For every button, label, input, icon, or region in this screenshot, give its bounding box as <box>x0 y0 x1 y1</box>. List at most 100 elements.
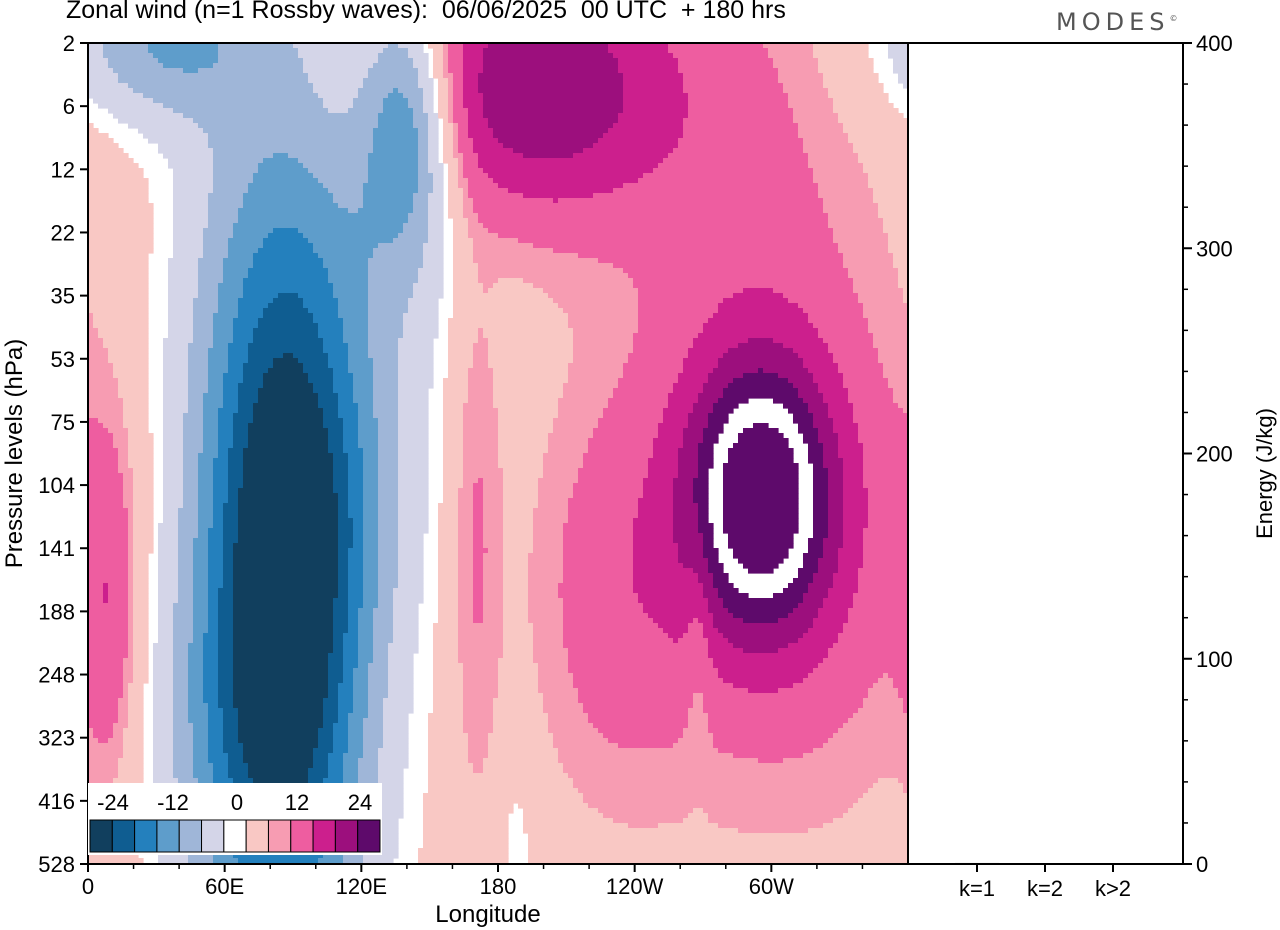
heatmap-cell <box>718 593 749 599</box>
heatmap-cell <box>338 508 349 514</box>
heatmap-cell <box>828 88 884 94</box>
heatmap-cell <box>798 128 844 134</box>
heatmap-cell <box>243 463 334 469</box>
heatmap-cell <box>463 448 499 454</box>
heatmap-cell <box>368 283 414 289</box>
heatmap-cell <box>823 198 874 204</box>
heatmap-cell <box>473 553 484 559</box>
heatmap-cell <box>448 98 454 104</box>
heatmap-cell <box>163 508 179 514</box>
heatmap-cell <box>158 553 179 559</box>
heatmap-cell <box>498 678 539 684</box>
heatmap-cell <box>428 138 439 144</box>
heatmap-cell <box>423 818 509 824</box>
heatmap-cell <box>208 538 224 544</box>
heatmap-cell <box>623 183 819 189</box>
heatmap-cell <box>443 478 464 484</box>
heatmap-cell <box>688 718 709 724</box>
heatmap-cell <box>213 488 229 494</box>
heatmap-cell <box>373 818 399 824</box>
heatmap-cell <box>243 203 339 209</box>
heatmap-cell <box>533 513 569 519</box>
heatmap-cell <box>713 613 734 619</box>
heatmap-cell <box>363 568 379 574</box>
heatmap-cell <box>878 208 908 214</box>
heatmap-cell <box>178 548 194 554</box>
heatmap-cell <box>843 488 869 494</box>
heatmap-cell <box>88 83 129 89</box>
heatmap-cell <box>413 58 429 64</box>
heatmap-cell <box>678 138 804 144</box>
heatmap-cell <box>858 568 908 574</box>
heatmap-cell <box>338 553 349 559</box>
heatmap-cell <box>88 663 124 669</box>
heatmap-cell <box>188 708 209 714</box>
heatmap-cell <box>398 528 429 534</box>
heatmap-cell <box>203 663 219 669</box>
heatmap-cell <box>188 378 209 384</box>
heatmap-cell <box>133 518 154 524</box>
heatmap-cell <box>573 333 634 339</box>
heatmap-cell <box>568 518 634 524</box>
heatmap-cell <box>118 448 129 454</box>
heatmap-cell <box>838 453 864 459</box>
heatmap-cell <box>348 488 364 494</box>
heatmap-cell <box>208 583 224 589</box>
heatmap-cell <box>788 613 819 619</box>
heatmap-cell <box>443 73 454 79</box>
heatmap-cell <box>233 568 339 574</box>
heatmap-cell <box>133 558 149 564</box>
heatmap-cell <box>208 568 224 574</box>
heatmap-cell <box>98 328 149 334</box>
heatmap-cell <box>868 688 899 694</box>
heatmap-cell <box>238 393 259 399</box>
heatmap-cell <box>868 183 908 189</box>
heatmap-cell <box>578 468 649 474</box>
heatmap-cell <box>493 368 569 374</box>
heatmap-cell <box>153 678 174 684</box>
heatmap-cell <box>403 223 429 229</box>
heatmap-cell <box>233 588 339 594</box>
heatmap-cell <box>398 363 434 369</box>
heatmap-cell <box>238 523 339 529</box>
heatmap-cell <box>708 728 839 734</box>
heatmap-cell <box>838 633 908 639</box>
heatmap-cell <box>408 218 429 224</box>
heatmap-cell <box>398 453 429 459</box>
heatmap-cell <box>398 463 429 469</box>
heatmap-cell <box>248 433 329 439</box>
heatmap-cell <box>233 423 249 429</box>
heatmap-cell <box>713 733 834 739</box>
heatmap-cell <box>158 858 189 864</box>
heatmap-cell <box>178 528 199 534</box>
heatmap-cell <box>828 528 844 534</box>
heatmap-cell <box>468 748 489 754</box>
heatmap-cell <box>568 368 624 374</box>
heatmap-cell <box>318 733 334 739</box>
heatmap-cell <box>208 733 224 739</box>
heatmap-cell <box>163 453 184 459</box>
heatmap-cell <box>218 643 234 649</box>
heatmap-cell <box>623 268 849 274</box>
heatmap-cell <box>358 423 379 429</box>
heatmap-cell <box>458 648 504 654</box>
heatmap-cell <box>888 43 908 49</box>
heatmap-cell <box>673 638 679 644</box>
heatmap-cell <box>723 523 799 529</box>
heatmap-cell <box>93 323 149 329</box>
heatmap-cell <box>458 658 499 664</box>
heatmap-cell <box>333 633 344 639</box>
heatmap-cell <box>123 683 129 689</box>
heatmap-cell <box>203 248 229 254</box>
heatmap-cell <box>333 648 344 654</box>
heatmap-cell <box>253 778 309 784</box>
heatmap-cell <box>223 528 239 534</box>
heatmap-cell <box>788 408 809 414</box>
heatmap-cell <box>213 768 229 774</box>
heatmap-cell <box>733 443 789 449</box>
heatmap-cell <box>353 528 364 534</box>
heatmap-cell <box>378 498 399 504</box>
heatmap-cell <box>693 408 714 414</box>
heatmap-cell <box>378 453 399 459</box>
heatmap-cell <box>88 273 149 279</box>
